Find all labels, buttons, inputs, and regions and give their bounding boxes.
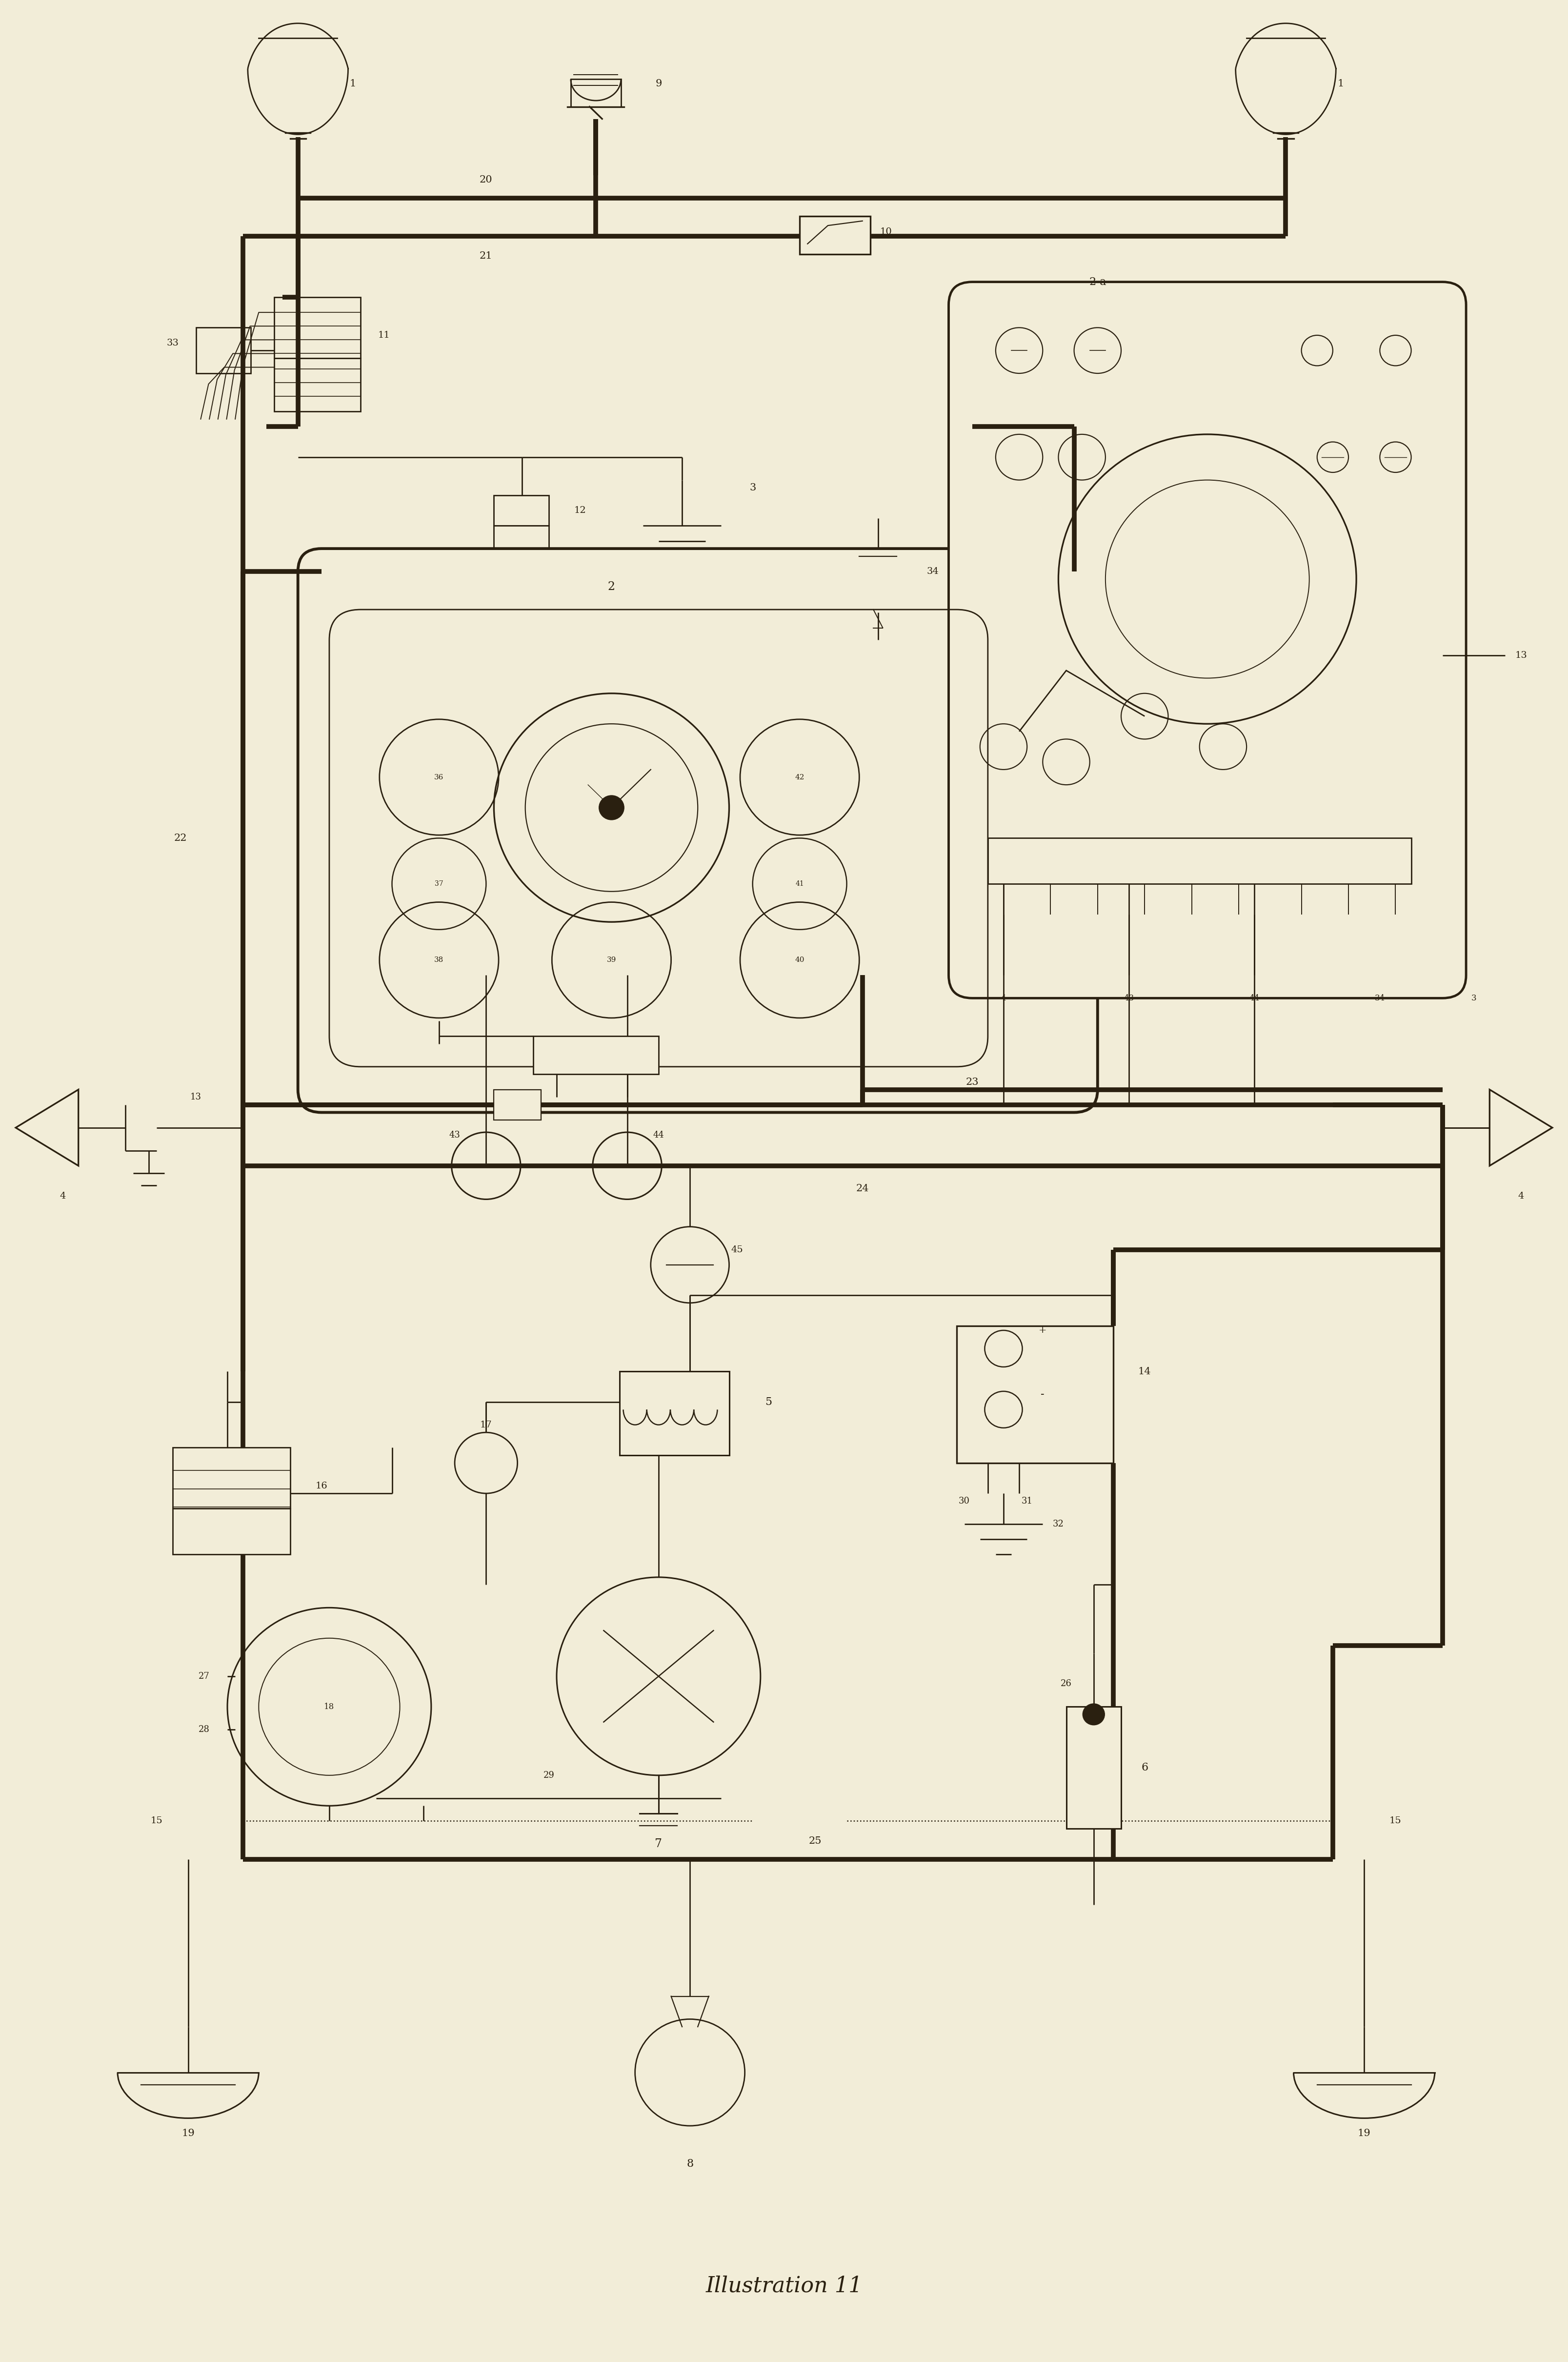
Text: 7: 7 [655,1838,662,1849]
Text: 29: 29 [543,1772,555,1779]
Text: 16: 16 [315,1481,328,1490]
Text: Illustration 11: Illustration 11 [706,2275,862,2296]
Text: 13: 13 [1515,652,1527,659]
Text: 37: 37 [434,881,444,888]
Text: 31: 31 [1021,1498,1033,1505]
Bar [619,1372,729,1455]
Text: 2: 2 [608,581,615,593]
Bar [172,1509,290,1554]
Text: 11: 11 [378,331,390,340]
Text: 13: 13 [190,1094,202,1101]
Text: 40: 40 [795,957,804,964]
Text: 43: 43 [448,1131,461,1141]
Text: -: - [1041,1389,1044,1401]
Text: 22: 22 [174,834,187,843]
Text: 4: 4 [60,1193,66,1200]
Text: 12: 12 [574,505,586,515]
Text: 3: 3 [750,482,756,491]
Text: 8: 8 [687,2159,693,2168]
Bar [533,1037,659,1075]
Text: 30: 30 [958,1498,971,1505]
Text: 33: 33 [166,338,179,347]
Bar [800,217,870,255]
Bar [494,496,549,527]
Text: 25: 25 [809,1835,822,1845]
Text: 21: 21 [480,250,492,260]
Text: 45: 45 [731,1245,743,1254]
Text: 39: 39 [607,957,616,964]
Text: +: + [1038,1325,1047,1335]
Text: 38: 38 [434,957,444,964]
Bar [274,298,361,359]
Text: 18: 18 [325,1703,334,1710]
Text: 14: 14 [1138,1368,1151,1377]
Text: 15: 15 [151,1816,163,1826]
Text: 6: 6 [1142,1762,1148,1774]
Text: 1: 1 [1338,80,1344,87]
Text: 9: 9 [655,80,662,87]
Text: 1: 1 [350,80,356,87]
Text: 32: 32 [1052,1519,1065,1528]
Text: 19: 19 [182,2128,194,2138]
Text: 4: 4 [1518,1193,1524,1200]
Text: 2 a: 2 a [1090,276,1105,288]
Bar [988,839,1411,883]
Text: 23: 23 [966,1077,978,1087]
Text: 17: 17 [480,1420,492,1429]
Circle shape [599,796,624,820]
Bar [494,527,549,555]
Text: 19: 19 [1358,2128,1370,2138]
Bar [274,359,361,411]
Text: 15: 15 [1389,1816,1402,1826]
Text: 43: 43 [1124,994,1134,1001]
FancyBboxPatch shape [949,281,1466,999]
Circle shape [1082,1703,1104,1724]
Bar [1066,1708,1121,1828]
Text: 34: 34 [1375,994,1385,1001]
Text: 42: 42 [795,775,804,779]
Text: 4: 4 [1000,994,1007,1001]
Text: 26: 26 [1060,1679,1073,1689]
Text: 44: 44 [652,1131,665,1141]
Text: 44: 44 [1250,994,1259,1001]
Bar [956,1325,1113,1462]
Text: 28: 28 [198,1724,210,1734]
Bar [172,1448,290,1509]
Text: 41: 41 [795,881,804,888]
Text: 35: 35 [591,1051,601,1058]
Text: 5: 5 [765,1396,771,1408]
Text: 10: 10 [880,227,892,236]
Bar [196,328,251,373]
Text: 34: 34 [927,567,939,576]
Bar [494,1089,541,1120]
FancyBboxPatch shape [298,548,1098,1113]
Text: 36: 36 [434,775,444,779]
Text: 24: 24 [856,1183,869,1193]
Bar [571,80,621,106]
Text: 20: 20 [480,175,492,184]
Text: 3: 3 [1471,994,1477,1001]
Text: 27: 27 [198,1672,210,1682]
